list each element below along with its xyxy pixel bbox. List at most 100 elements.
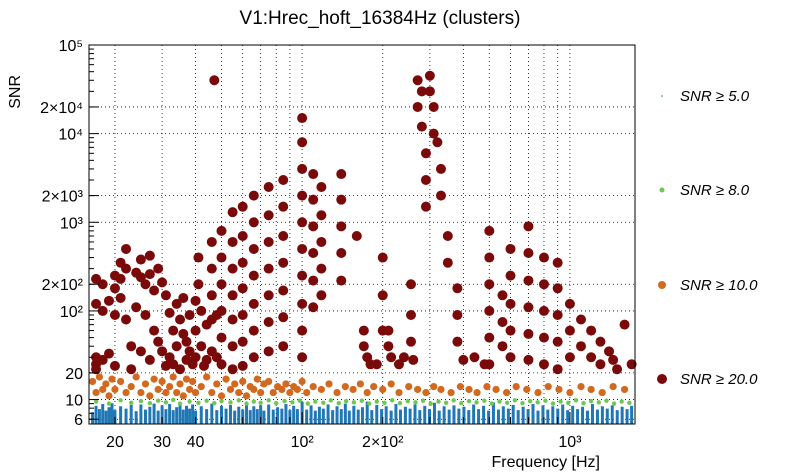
data-point: [351, 400, 357, 405]
data-point: [459, 400, 464, 406]
data-point: [175, 364, 186, 375]
data-point: [379, 385, 387, 394]
data-point: [502, 388, 511, 397]
data-point: [91, 273, 102, 284]
data-point: [237, 309, 248, 320]
data-point: [387, 380, 395, 388]
data-point: [313, 399, 318, 404]
data-point: [263, 316, 274, 327]
data-point: [203, 373, 211, 381]
x-tick-label: 10²: [291, 434, 315, 451]
data-point: [141, 380, 150, 388]
data-point: [196, 400, 201, 405]
data-point: [428, 128, 439, 139]
data-point: [140, 279, 151, 290]
y-tick-label: 2×10²: [42, 277, 84, 294]
data-point: [527, 398, 533, 404]
data-point: [103, 295, 114, 306]
data-point: [377, 252, 388, 263]
data-point: [317, 385, 325, 394]
data-point: [523, 354, 534, 365]
data-point: [216, 252, 227, 263]
data-point: [127, 383, 135, 391]
data-point: [117, 377, 125, 386]
legend-label: SNR ≥ 10.0: [680, 277, 758, 294]
data-point: [520, 400, 525, 406]
data-point: [595, 336, 606, 347]
data-point: [397, 400, 403, 406]
data-point: [297, 190, 308, 201]
data-point: [497, 290, 508, 301]
data-point: [424, 86, 435, 97]
data-point: [135, 254, 146, 265]
data-point: [138, 398, 144, 404]
data-point: [179, 392, 187, 400]
scatter-points: [88, 70, 637, 424]
data-point: [308, 221, 319, 232]
data-point: [187, 399, 192, 404]
data-point: [278, 312, 289, 323]
data-point: [162, 388, 170, 397]
data-point: [595, 359, 606, 370]
data-point: [497, 316, 508, 327]
data-point: [555, 385, 563, 394]
data-point: [227, 236, 238, 247]
data-point: [160, 290, 171, 301]
data-point: [383, 341, 394, 352]
data-point: [398, 352, 409, 363]
data-point: [321, 400, 326, 405]
data-point: [424, 70, 435, 81]
data-point: [231, 380, 239, 388]
data-point: [405, 309, 416, 320]
data-point: [227, 263, 238, 274]
data-point: [497, 341, 508, 352]
data-point: [93, 399, 99, 404]
y-tick-label: 2×10⁴: [40, 100, 83, 117]
data-point: [244, 401, 249, 406]
data-point: [316, 210, 327, 221]
data-point: [609, 383, 617, 391]
data-point: [552, 364, 563, 375]
data-point: [564, 352, 575, 363]
x-tick-label: 20: [106, 434, 124, 451]
data-point: [358, 325, 369, 336]
data-point: [111, 385, 119, 394]
data-point: [144, 250, 155, 261]
data-point: [248, 190, 259, 201]
data-point: [131, 302, 142, 313]
data-point: [237, 201, 248, 212]
data-point: [474, 400, 479, 405]
data-point: [544, 383, 552, 391]
data-point: [436, 399, 441, 404]
data-point: [308, 302, 319, 313]
data-point: [473, 388, 481, 397]
data-point: [109, 360, 120, 371]
data-point: [484, 305, 495, 316]
data-point: [523, 248, 534, 259]
data-point: [297, 137, 308, 148]
data-point: [297, 270, 308, 281]
series-0: [91, 401, 634, 424]
data-point: [505, 325, 516, 336]
data-point: [97, 305, 108, 316]
data-point: [443, 400, 449, 405]
data-point: [248, 298, 259, 309]
data-point: [442, 231, 453, 242]
data-point: [121, 314, 132, 325]
data-point: [248, 352, 259, 363]
data-point: [178, 292, 189, 303]
x-tick-label: 40: [187, 434, 205, 451]
data-point: [420, 148, 431, 159]
data-point: [505, 298, 516, 309]
data-point: [293, 385, 301, 394]
data-point: [190, 295, 201, 306]
data-point: [586, 352, 597, 363]
legend-label: SNR ≥ 20.0: [680, 371, 758, 388]
data-point: [316, 290, 327, 301]
data-point: [263, 210, 274, 221]
data-point: [216, 305, 227, 316]
data-point: [297, 398, 302, 403]
data-point: [149, 325, 160, 336]
data-point: [278, 341, 289, 352]
